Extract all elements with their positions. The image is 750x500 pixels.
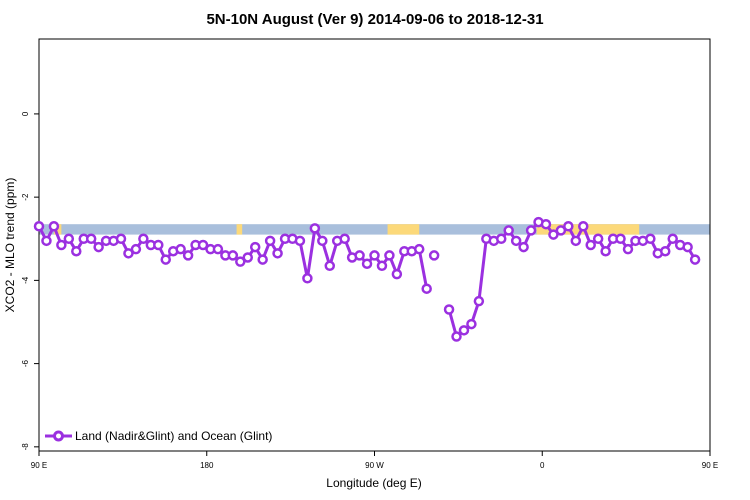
data-point xyxy=(175,243,186,255)
y-tick-label-4: -8 xyxy=(21,443,30,451)
data-point xyxy=(413,243,425,255)
data-point xyxy=(160,254,171,265)
data-point xyxy=(421,283,432,294)
x-tick-label-3: 0 xyxy=(540,461,545,470)
data-point xyxy=(369,250,380,261)
data-point xyxy=(41,235,52,247)
data-point xyxy=(264,235,276,247)
data-point xyxy=(153,239,164,251)
data-point xyxy=(540,218,552,230)
data-point xyxy=(548,229,559,240)
data-point xyxy=(130,243,142,255)
y-tick-label-1: -2 xyxy=(21,193,30,201)
data-point xyxy=(294,235,306,247)
data-point xyxy=(339,233,350,245)
y-tick-label-0: 0 xyxy=(21,111,30,116)
data-point xyxy=(510,235,522,247)
data-point xyxy=(570,235,582,247)
data-point xyxy=(585,239,596,251)
data-point xyxy=(563,221,574,232)
legend-label: Land (Nadir&Glint) and Ocean (Glint) xyxy=(75,429,272,443)
data-point xyxy=(466,318,477,330)
data-point xyxy=(473,295,485,307)
data-point xyxy=(272,248,283,259)
data-point xyxy=(242,252,254,263)
y-axis: 0 -2 -4 -6 -8 xyxy=(21,111,39,450)
data-point xyxy=(138,233,149,245)
data-point xyxy=(309,223,321,234)
data-point xyxy=(660,245,671,257)
data-point xyxy=(227,250,239,261)
data-point xyxy=(123,248,134,259)
data-point xyxy=(48,221,60,232)
ocean-band xyxy=(39,224,710,235)
land-span-1 xyxy=(236,224,243,235)
data-point xyxy=(503,225,514,236)
data-point xyxy=(555,225,567,236)
data-point xyxy=(197,239,209,251)
data-point xyxy=(391,268,403,280)
y-axis-label: XCO2 - MLO trend (ppm) xyxy=(3,178,17,313)
data-point xyxy=(451,331,462,342)
series-layer xyxy=(33,216,701,342)
data-point xyxy=(71,245,82,257)
land-span-3 xyxy=(536,224,640,235)
legend: Land (Nadir&Glint) and Ocean (Glint) xyxy=(45,429,272,443)
x-tick-label-1: 180 xyxy=(200,461,214,470)
data-point xyxy=(249,241,261,253)
data-point xyxy=(443,304,455,315)
data-point xyxy=(458,325,470,336)
data-point xyxy=(56,239,67,251)
data-point xyxy=(212,243,224,255)
data-point xyxy=(235,256,246,267)
legend-marker-swatch xyxy=(53,430,64,442)
data-point xyxy=(33,221,45,232)
data-point xyxy=(615,233,626,245)
data-point xyxy=(63,233,75,245)
data-point xyxy=(115,233,127,245)
data-point xyxy=(182,250,194,261)
data-point xyxy=(376,260,388,272)
x-tick-label-0: 90 E xyxy=(31,461,47,470)
data-point xyxy=(622,243,634,255)
data-point xyxy=(93,241,104,253)
x-axis-label: Longitude (deg E) xyxy=(326,476,421,490)
chart-title: 5N-10N August (Ver 9) 2014-09-06 to 2018… xyxy=(206,11,543,28)
data-point xyxy=(682,241,693,253)
data-point xyxy=(525,225,537,236)
data-point xyxy=(384,250,395,261)
data-point xyxy=(578,221,589,232)
y-tick-label-2: -4 xyxy=(21,276,30,284)
data-point xyxy=(257,254,268,265)
data-point xyxy=(518,241,529,253)
data-point xyxy=(361,258,373,269)
x-tick-label-4: 90 E xyxy=(702,461,718,470)
data-point xyxy=(689,254,701,265)
data-point xyxy=(600,245,611,257)
data-point xyxy=(324,260,336,272)
data-point xyxy=(302,273,313,284)
y-tick-label-3: -6 xyxy=(21,360,30,368)
data-point xyxy=(495,233,507,245)
data-point xyxy=(592,233,604,245)
data-point xyxy=(317,235,328,247)
data-point xyxy=(428,250,440,261)
data-point xyxy=(667,233,678,245)
land-span-2 xyxy=(387,224,420,235)
data-point xyxy=(354,250,365,261)
land-ocean-band xyxy=(39,224,710,235)
x-axis: 90 E 180 90 W 0 90 E xyxy=(31,451,718,470)
data-point xyxy=(85,233,97,245)
x-tick-label-2: 90 W xyxy=(365,461,384,470)
data-point xyxy=(645,233,656,245)
